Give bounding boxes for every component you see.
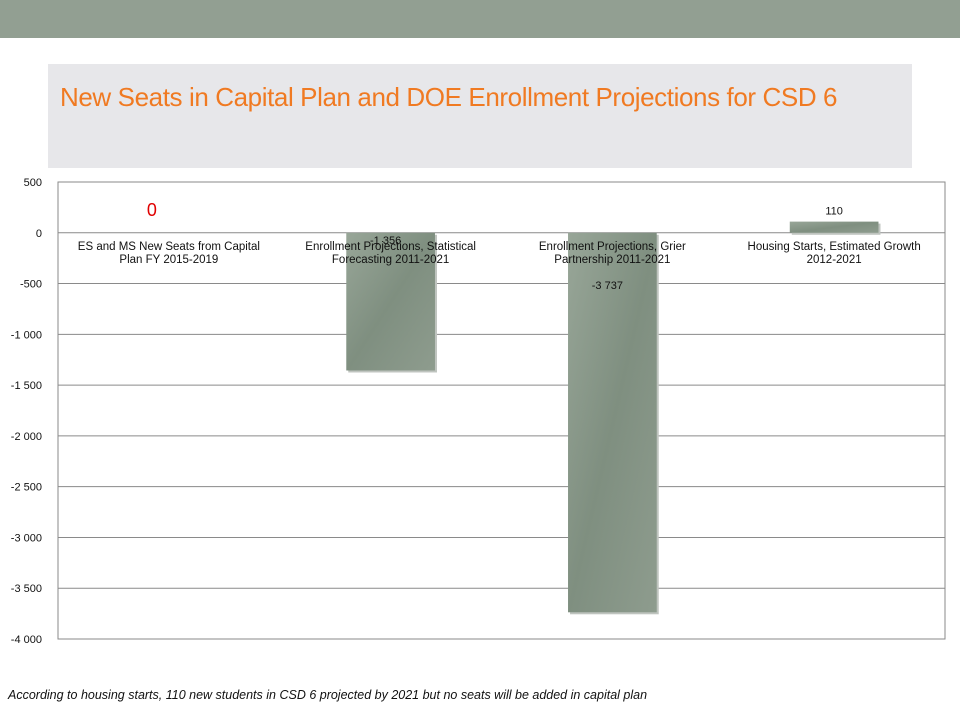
data-label: -3 737 [592,280,623,292]
x-tick-label: Partnership 2011-2021 [554,254,670,266]
bar [789,221,879,233]
x-tick-label: Housing Starts, Estimated Growth [748,241,921,253]
bar [568,232,657,613]
plot-area [57,181,946,640]
x-tick-label: Enrollment Projections, Statistical [305,241,476,253]
data-label: 0 [147,200,157,220]
y-tick-label: -3 500 [11,583,42,595]
x-tick-label: Plan FY 2015-2019 [119,254,218,266]
x-tick-label: Enrollment Projections, Grier [539,241,686,253]
title-box: New Seats in Capital Plan and DOE Enroll… [48,64,912,168]
top-accent-bar [0,0,960,38]
y-tick-label: 0 [36,228,42,240]
y-tick-label: -1 000 [11,329,42,341]
y-tick-label: -500 [20,279,42,291]
footnote: According to housing starts, 110 new stu… [8,688,648,702]
y-tick-label: -2 500 [11,482,42,494]
y-tick-label: -1 500 [11,380,42,392]
data-label: 110 [825,206,843,218]
x-tick-label: Forecasting 2011-2021 [332,254,449,266]
y-tick-label: -3 000 [11,532,42,544]
bar [346,232,435,371]
y-tick-label: 500 [24,177,42,189]
data-label: -1 356 [370,235,401,247]
x-tick-label: ES and MS New Seats from Capital [78,241,260,253]
bar-chart: 500 0 -500 -1 000 -1 500 -2 000 -2 500 -3 000 -3… [11,177,946,646]
x-tick-label: 2012-2021 [807,254,862,266]
y-tick-label: -2 000 [11,431,42,443]
y-tick-label: -4 000 [11,634,42,646]
page-title: New Seats in Capital Plan and DOE Enroll… [60,82,838,112]
